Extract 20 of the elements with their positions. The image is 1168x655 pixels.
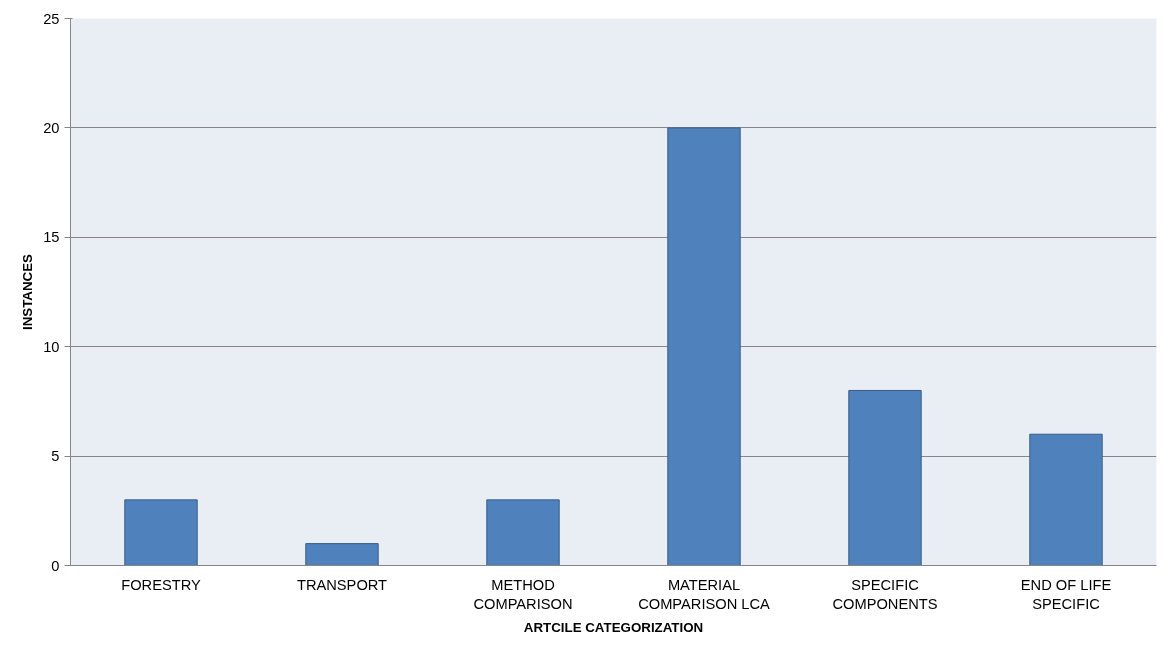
x-tick-label: MATERIAL COMPARISON LCA (638, 576, 771, 612)
x-tick-label: TRANSPORT (296, 576, 388, 593)
x-tick-label: FORESTRY (121, 576, 201, 593)
y-tick-label: 0 (51, 557, 60, 574)
bar (667, 127, 741, 566)
bar (486, 499, 560, 566)
y-tick-label: 25 (43, 10, 60, 27)
x-tick-label: METHOD COMPARISON (473, 576, 573, 612)
y-tick-label: 10 (43, 338, 60, 355)
x-tick-label: SPECIFIC COMPONENTS (832, 576, 938, 612)
y-axis-title: INSTANCES (20, 253, 36, 331)
bar (1029, 433, 1103, 566)
x-axis-title: ARTCILE CATEGORIZATION (523, 619, 704, 635)
y-tick-label: 15 (43, 229, 60, 246)
y-tick-label: 20 (43, 119, 60, 136)
bar (305, 543, 379, 566)
x-tick-label: END OF LIFE SPECIFIC (1020, 576, 1112, 612)
bar (124, 499, 198, 566)
bar (848, 389, 922, 566)
y-tick-label: 5 (51, 448, 60, 465)
